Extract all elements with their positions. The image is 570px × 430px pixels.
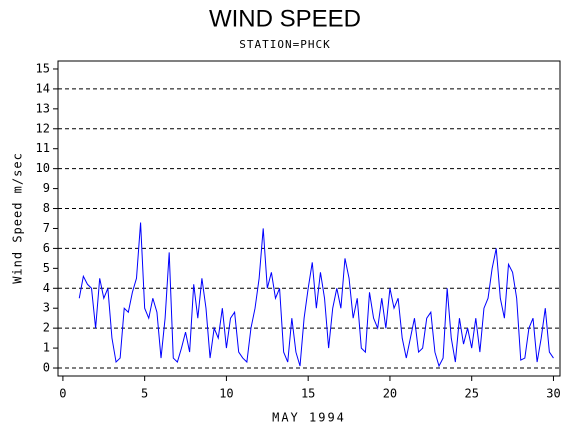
y-axis-label: Wind Speed m/sec bbox=[11, 152, 25, 284]
y-tick-label: 9 bbox=[43, 181, 50, 195]
chart-subtitle: STATION=PHCK bbox=[239, 38, 330, 51]
x-axis-label: MAY 1994 bbox=[272, 411, 346, 425]
y-tick-label: 12 bbox=[36, 121, 50, 135]
x-tick-label: 5 bbox=[141, 387, 148, 401]
y-tick-label: 1 bbox=[43, 341, 50, 355]
y-tick-label: 11 bbox=[36, 141, 50, 155]
x-tick-label: 30 bbox=[546, 387, 560, 401]
y-tick-label: 6 bbox=[43, 241, 50, 255]
y-tick-label: 2 bbox=[43, 321, 50, 335]
x-tick-label: 10 bbox=[219, 387, 233, 401]
x-tick-label: 25 bbox=[464, 387, 478, 401]
y-tick-label: 7 bbox=[43, 221, 50, 235]
y-tick-label: 3 bbox=[43, 301, 50, 315]
x-tick-label: 20 bbox=[383, 387, 397, 401]
y-tick-label: 5 bbox=[43, 261, 50, 275]
y-tick-label: 10 bbox=[36, 161, 50, 175]
y-tick-label: 15 bbox=[36, 61, 50, 75]
chart-title: WIND SPEED bbox=[209, 5, 361, 32]
y-tick-label: 14 bbox=[36, 81, 50, 95]
y-tick-label: 13 bbox=[36, 101, 50, 115]
plot-frame bbox=[57, 60, 561, 377]
x-tick-label: 15 bbox=[301, 387, 315, 401]
y-tick-label: 0 bbox=[43, 361, 50, 375]
data-line bbox=[78, 222, 554, 368]
y-tick-label: 8 bbox=[43, 201, 50, 215]
x-tick-label: 0 bbox=[59, 387, 66, 401]
y-tick-label: 4 bbox=[43, 281, 50, 295]
